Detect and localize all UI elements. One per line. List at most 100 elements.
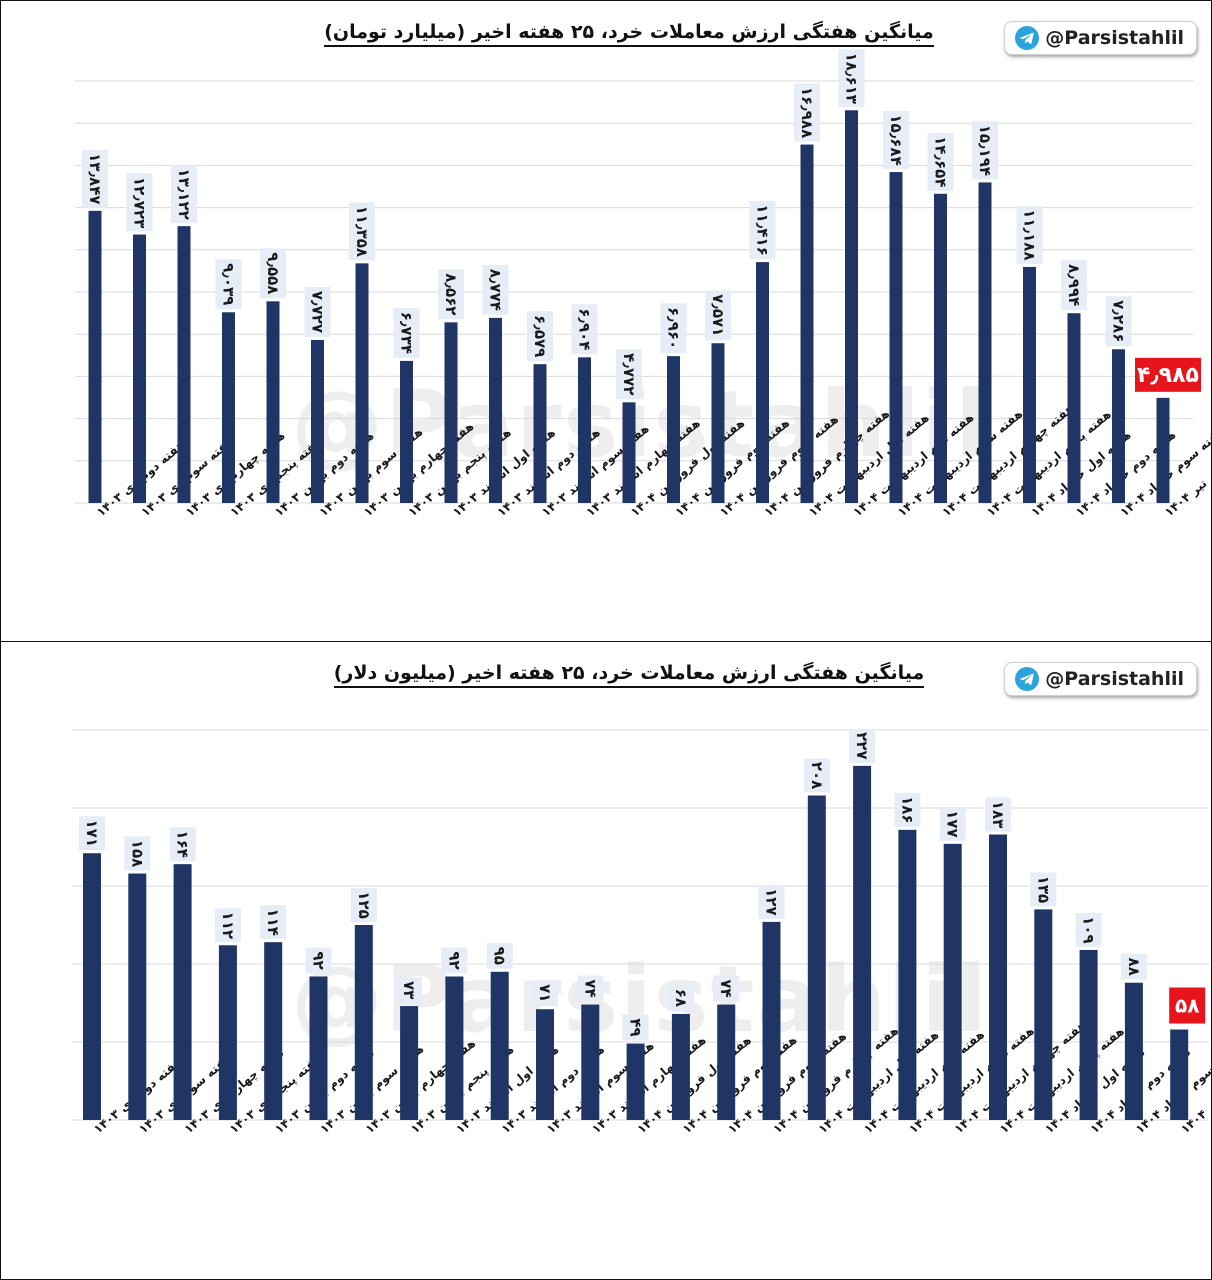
telegram-channel-badge[interactable]: @Parsistahlil (1004, 662, 1197, 696)
highlight-label-box (1169, 987, 1206, 1024)
data-label: ۶٫۹۶۰ (665, 307, 683, 349)
data-label: ۱۷۷ (944, 810, 962, 837)
bar (1156, 397, 1170, 503)
bar (311, 339, 324, 503)
bar (989, 834, 1007, 1120)
bar (309, 976, 328, 1120)
data-label: ۱۵٫۱۹۴ (976, 125, 994, 176)
data-label-box (215, 259, 242, 310)
channel-handle: @Parsistahlil (1045, 668, 1184, 690)
bar (222, 312, 235, 503)
data-label-box (1075, 912, 1102, 947)
data-label: ۹۲ (310, 951, 328, 969)
data-label-box (79, 816, 105, 851)
chart-panel-million-dollar: @Parsistahlil ۱۷۱ هفته دوم دی ۱۴۰۳ ۱۵۸ هفته… (0, 641, 1212, 1280)
chart-title: میانگین هفتگی ارزش معاملات خرد، ۲۵ هفته … (1, 21, 1211, 47)
chart-panel-billion-toman: @Parsistahlil ۱۳٫۸۴۷ هفته دوم دی ۱۴۰۳ ۱۲٫۷… (0, 0, 1212, 642)
bar (934, 193, 947, 503)
data-label-box (1120, 953, 1147, 980)
chart-title: میانگین هفتگی ارزش معاملات خرد، ۲۵ هفته … (1, 662, 1211, 688)
data-label-box (667, 984, 694, 1011)
bar (1170, 1029, 1189, 1120)
bar (762, 921, 781, 1120)
data-label: ۸٫۵۶۲ (442, 273, 460, 315)
bar (671, 1013, 690, 1120)
bar (622, 402, 636, 503)
bar (445, 976, 464, 1120)
telegram-icon (1015, 26, 1040, 50)
data-label: ۱۶٫۹۸۸ (798, 87, 816, 138)
data-label-box (214, 908, 241, 943)
data-label: ۴٫۹۸۵ (1137, 363, 1199, 388)
data-label: ۴٫۷۷۲ (620, 353, 638, 395)
data-label-box (985, 797, 1011, 832)
data-label-box (124, 836, 151, 871)
bar (978, 182, 992, 503)
data-label: ۱۱۴ (264, 908, 282, 935)
data-label: ۶۸ (672, 989, 690, 1007)
data-label-box (713, 975, 740, 1002)
data-label-box (260, 248, 286, 299)
data-label: ۸۸ (1125, 958, 1143, 976)
bar (536, 1009, 554, 1120)
bar (667, 356, 680, 503)
bar (1067, 313, 1081, 503)
data-label-box (758, 884, 785, 919)
bar (581, 1004, 600, 1120)
data-label: ۱۸۳ (989, 801, 1007, 828)
bar (266, 301, 280, 503)
data-label-box (393, 307, 420, 358)
data-label: ۲۰۸ (808, 762, 826, 789)
bar (133, 234, 146, 504)
data-label-box (171, 165, 197, 224)
data-label: ۱۶۴ (174, 830, 192, 857)
data-label: ۱۸٫۶۱۳ (843, 53, 861, 104)
bar (1124, 982, 1143, 1120)
data-label: ۱۱۲ (219, 912, 237, 939)
bar (845, 110, 858, 504)
data-label-box (82, 149, 108, 208)
data-label: ۷٫۲۸۶ (1110, 300, 1128, 342)
bar (578, 357, 591, 503)
data-label: ۱۸۶ (898, 796, 916, 823)
data-label: ۱۱٫۱۸۸ (1021, 209, 1039, 260)
telegram-channel-badge[interactable]: @Parsistahlil (1004, 21, 1197, 55)
data-label: ۶٫۷۳۴ (398, 312, 416, 354)
bar (889, 172, 903, 503)
data-label: ۱۳٫۱۲۲ (175, 168, 193, 219)
data-label-box (794, 83, 820, 142)
data-label: ۱۵۸ (128, 840, 146, 867)
data-label-box (486, 942, 513, 969)
data-label-box (1030, 872, 1057, 907)
data-label-box (622, 1014, 649, 1041)
bar (355, 263, 369, 503)
bar (1023, 266, 1036, 503)
bar (83, 853, 101, 1120)
data-label: ۶٫۵۷۹ (531, 315, 549, 357)
data-label-box (927, 132, 954, 191)
data-label-box (660, 303, 687, 354)
data-label-box (126, 173, 153, 232)
data-label: ۱۳۵ (1034, 876, 1052, 903)
data-label: ۱۳٫۸۴۷ (86, 153, 104, 204)
data-label: ۹٫۰۳۹ (220, 263, 238, 305)
data-label-box (482, 264, 509, 315)
data-label-box (1105, 296, 1132, 347)
data-label: ۹۵ (491, 947, 509, 965)
data-label-box (838, 49, 865, 108)
bar (400, 1006, 419, 1120)
bar (1079, 949, 1098, 1120)
data-label: ۴۹ (627, 1018, 645, 1036)
bar (533, 364, 547, 503)
data-label: ۷٫۷۲۷ (309, 291, 327, 333)
data-label-box (883, 111, 909, 170)
data-label-box (1061, 260, 1087, 311)
bar (711, 343, 725, 503)
bar (898, 829, 917, 1120)
bar (807, 795, 826, 1120)
bar (1112, 349, 1125, 503)
data-label-box (260, 905, 287, 940)
bar (264, 942, 283, 1120)
